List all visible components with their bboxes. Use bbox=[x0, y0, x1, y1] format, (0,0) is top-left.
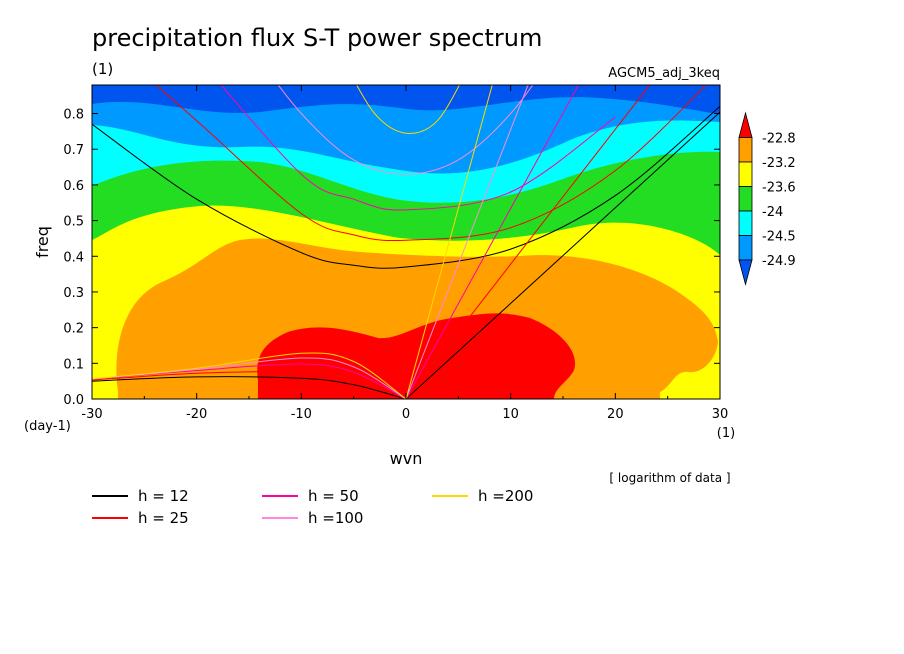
colorbar-segment bbox=[738, 186, 753, 212]
colorbar-arrow-top bbox=[738, 111, 753, 138]
colorbar-label: -24.5 bbox=[762, 230, 796, 245]
legend-label: h = 50 bbox=[308, 487, 359, 505]
kelvin-curve bbox=[405, 85, 529, 399]
er-curve bbox=[92, 371, 407, 399]
chart-subtitle-left: (1) bbox=[92, 60, 113, 78]
y-axis-label: freq bbox=[33, 226, 52, 258]
ig-curve bbox=[92, 106, 720, 269]
y-tick-label: 0.6 bbox=[63, 179, 84, 194]
x-tick-label: 20 bbox=[607, 407, 624, 422]
y-tick-label: 0.3 bbox=[63, 286, 84, 301]
legend-label: h = 25 bbox=[138, 509, 189, 527]
legend: h = 12 h = 25 h = 50 h =100 h =200 bbox=[92, 487, 533, 527]
legend-label: h = 12 bbox=[138, 487, 189, 505]
colorbar-label: -23.2 bbox=[762, 156, 796, 171]
ig-curve bbox=[155, 85, 707, 241]
kelvin-curve bbox=[405, 85, 580, 399]
x-tick-label: -20 bbox=[186, 407, 207, 422]
ig-curve bbox=[356, 85, 460, 134]
x-tick-label: -30 bbox=[81, 407, 102, 422]
y-tick-label: 0.8 bbox=[63, 108, 84, 123]
colorbar-label: -23.6 bbox=[762, 181, 796, 196]
colorbar-segment bbox=[738, 210, 753, 236]
colorbar-segment bbox=[738, 137, 753, 163]
x-axis-label: wvn bbox=[390, 449, 423, 468]
y-tick-label: 0.5 bbox=[63, 215, 84, 230]
colorbar-segment bbox=[738, 161, 753, 187]
x-tick-label: 30 bbox=[712, 407, 729, 422]
spectrum-fill bbox=[92, 85, 720, 399]
axes: -30 -20 -10 0 10 20 30 0.0 0.1 0.2 0.3 0.4 0.5 0.6 0.7… bbox=[63, 85, 728, 422]
legend-label: h =100 bbox=[308, 509, 363, 527]
kelvin-curve bbox=[405, 111, 720, 399]
x-tick-label: 10 bbox=[502, 407, 519, 422]
er-curve bbox=[92, 376, 407, 399]
y-axis-unit: (day-1) bbox=[24, 419, 71, 434]
dispersion-curves bbox=[92, 85, 720, 399]
y-tick-label: 0.1 bbox=[63, 357, 84, 372]
colorbar: -22.8 -23.2 -23.6 -24 -24.5 -24.9 bbox=[738, 111, 796, 287]
y-tick-label: 0.0 bbox=[63, 393, 84, 408]
x-axis-unit: (1) bbox=[717, 426, 735, 441]
er-curve bbox=[92, 352, 407, 399]
data-note: [ logarithm of data ] bbox=[609, 471, 730, 485]
y-tick-label: 0.4 bbox=[63, 250, 84, 265]
legend-label: h =200 bbox=[478, 487, 533, 505]
kelvin-curve bbox=[405, 85, 651, 399]
colorbar-arrow-bottom bbox=[738, 259, 753, 287]
kelvin-curve bbox=[405, 85, 493, 399]
colorbar-label: -22.8 bbox=[762, 132, 796, 147]
y-tick-label: 0.7 bbox=[63, 143, 84, 158]
x-tick-label: 0 bbox=[402, 407, 410, 422]
ig-curve bbox=[220, 85, 616, 211]
ig-curve bbox=[277, 85, 534, 175]
x-tick-label: -10 bbox=[291, 407, 312, 422]
colorbar-label: -24.9 bbox=[762, 254, 796, 269]
fill-core bbox=[257, 313, 576, 399]
chart-subtitle-right: AGCM5_adj_3keq bbox=[608, 66, 720, 81]
colorbar-segment bbox=[738, 235, 753, 261]
y-tick-label: 0.2 bbox=[63, 322, 84, 337]
chart-title: precipitation flux S-T power spectrum bbox=[92, 24, 542, 52]
colorbar-label: -24 bbox=[762, 205, 783, 220]
